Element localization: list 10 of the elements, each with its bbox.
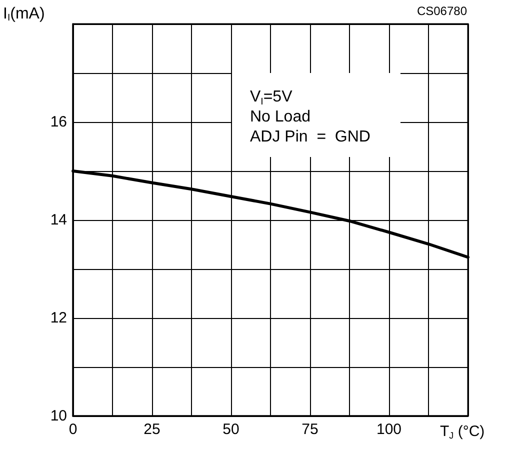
- x-tick-label: 50: [222, 421, 240, 438]
- y-tick-label: 12: [50, 310, 67, 326]
- x-tick-label: 0: [68, 421, 78, 438]
- x-tick-label: 25: [144, 421, 160, 438]
- text: CS06780: [416, 4, 468, 18]
- y-tick-label: 16: [50, 114, 67, 130]
- y-tick-label: 14: [50, 212, 67, 228]
- x-tick-label: 100: [376, 421, 402, 438]
- y-tick-label: 10: [50, 408, 67, 424]
- x-tick-label: 75: [302, 421, 318, 438]
